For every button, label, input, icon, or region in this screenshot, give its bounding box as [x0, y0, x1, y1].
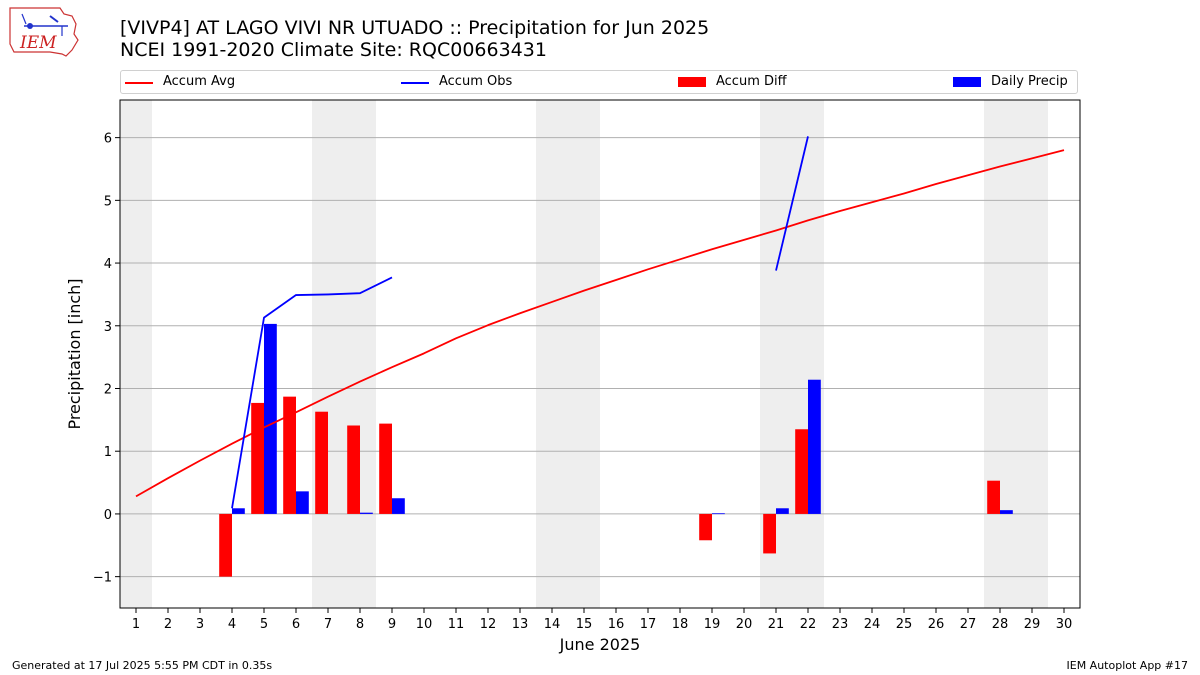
daily-precip-bar	[264, 323, 277, 514]
accum-diff-bar	[315, 411, 328, 514]
accum-avg-line	[135, 149, 1065, 498]
x-axis-label: June 2025	[559, 635, 641, 654]
x-tick-label: 20	[736, 617, 753, 632]
y-tick-label: 0	[104, 508, 112, 523]
x-tick-label: 18	[672, 617, 689, 632]
daily-precip-bar	[776, 508, 789, 514]
y-tick-label: 5	[104, 194, 112, 209]
x-tick-label: 30	[1056, 617, 1073, 632]
footer-app-text: IEM Autoplot App #17	[1066, 659, 1189, 672]
x-tick-label: 21	[768, 617, 785, 632]
x-tick-label: 2	[164, 617, 172, 632]
footer-generated-text: Generated at 17 Jul 2025 5:55 PM CDT in …	[12, 659, 273, 672]
daily-precip-bar	[1000, 510, 1013, 514]
daily-precip-bar	[808, 379, 821, 514]
plot-frame	[119, 99, 1081, 609]
x-tick-label: 15	[576, 617, 593, 632]
weekend-shade	[984, 100, 1016, 608]
x-tick-label: 4	[228, 617, 236, 632]
daily-precip-bar	[296, 491, 309, 514]
x-tick-label: 3	[196, 617, 204, 632]
weekend-shade	[568, 100, 600, 608]
accum-diff-bar	[283, 396, 296, 514]
daily-precip-bar	[712, 513, 725, 515]
y-tick-label: 4	[104, 257, 112, 272]
daily-precip-bar	[392, 498, 405, 514]
chart-title: [VIVP4] AT LAGO VIVI NR UTUADO :: Precip…	[120, 17, 710, 39]
x-tick-label: 27	[960, 617, 977, 632]
legend-label: Accum Avg	[163, 74, 236, 89]
weekend-shade	[312, 100, 344, 608]
weekend-shade	[792, 100, 824, 608]
legend-swatch	[678, 77, 706, 87]
weekend-shade	[120, 100, 152, 608]
x-tick-label: 7	[324, 617, 332, 632]
accum-diff-bar	[379, 423, 392, 514]
y-tick-label: 6	[104, 132, 112, 147]
y-tick-label: 3	[104, 320, 112, 335]
x-tick-label: 13	[512, 617, 529, 632]
x-tick-label: 12	[480, 617, 497, 632]
legend-label: Accum Diff	[716, 74, 787, 89]
y-axis-label: Precipitation [inch]	[65, 278, 84, 429]
y-tick-label: 2	[104, 382, 112, 397]
x-tick-label: 11	[448, 617, 465, 632]
accum-obs-line	[775, 136, 809, 271]
weekend-shade	[536, 100, 568, 608]
legend-swatch	[401, 82, 429, 84]
x-tick-label: 16	[608, 617, 625, 632]
accum-diff-bar	[987, 480, 1000, 514]
accum-diff-bar	[219, 513, 232, 577]
weekend-shade	[1016, 100, 1048, 608]
daily-precip-bar	[232, 508, 245, 514]
weekend-shade	[344, 100, 376, 608]
x-tick-label: 6	[292, 617, 300, 632]
accum-diff-bar	[251, 402, 264, 514]
x-tick-label: 23	[832, 617, 849, 632]
x-tick-label: 14	[544, 617, 561, 632]
x-tick-label: 17	[640, 617, 657, 632]
x-tick-label: 26	[928, 617, 945, 632]
legend-label: Accum Obs	[439, 74, 513, 89]
x-tick-label: 5	[260, 617, 268, 632]
accum-diff-bar	[699, 513, 712, 541]
x-tick-label: 29	[1024, 617, 1041, 632]
logo-text: IEM	[19, 33, 57, 53]
x-tick-label: 9	[388, 617, 396, 632]
legend-label: Daily Precip	[991, 74, 1068, 89]
accum-obs-line	[231, 276, 393, 509]
accum-diff-bar	[763, 513, 776, 554]
x-tick-label: 1	[132, 617, 140, 632]
x-tick-label: 28	[992, 617, 1009, 632]
x-tick-label: 25	[896, 617, 913, 632]
chart-legend: Accum Avg Accum Obs Accum Diff Daily Pre…	[120, 70, 1078, 94]
x-tick-label: 24	[864, 617, 881, 632]
x-tick-label: 19	[704, 617, 721, 632]
y-tick-label: −1	[93, 571, 112, 586]
accum-diff-bar	[347, 425, 360, 514]
legend-swatch	[125, 82, 153, 84]
legend-swatch	[953, 77, 981, 87]
x-tick-label: 10	[416, 617, 433, 632]
x-tick-label: 8	[356, 617, 364, 632]
x-tick-label: 22	[800, 617, 817, 632]
iem-logo: IEM	[9, 7, 79, 57]
accum-diff-bar	[795, 429, 808, 514]
iowa-state-outline-icon	[9, 7, 79, 57]
daily-precip-bar	[360, 512, 373, 514]
y-tick-label: 1	[104, 445, 112, 460]
chart-subtitle: NCEI 1991-2020 Climate Site: RQC00663431	[120, 39, 547, 61]
